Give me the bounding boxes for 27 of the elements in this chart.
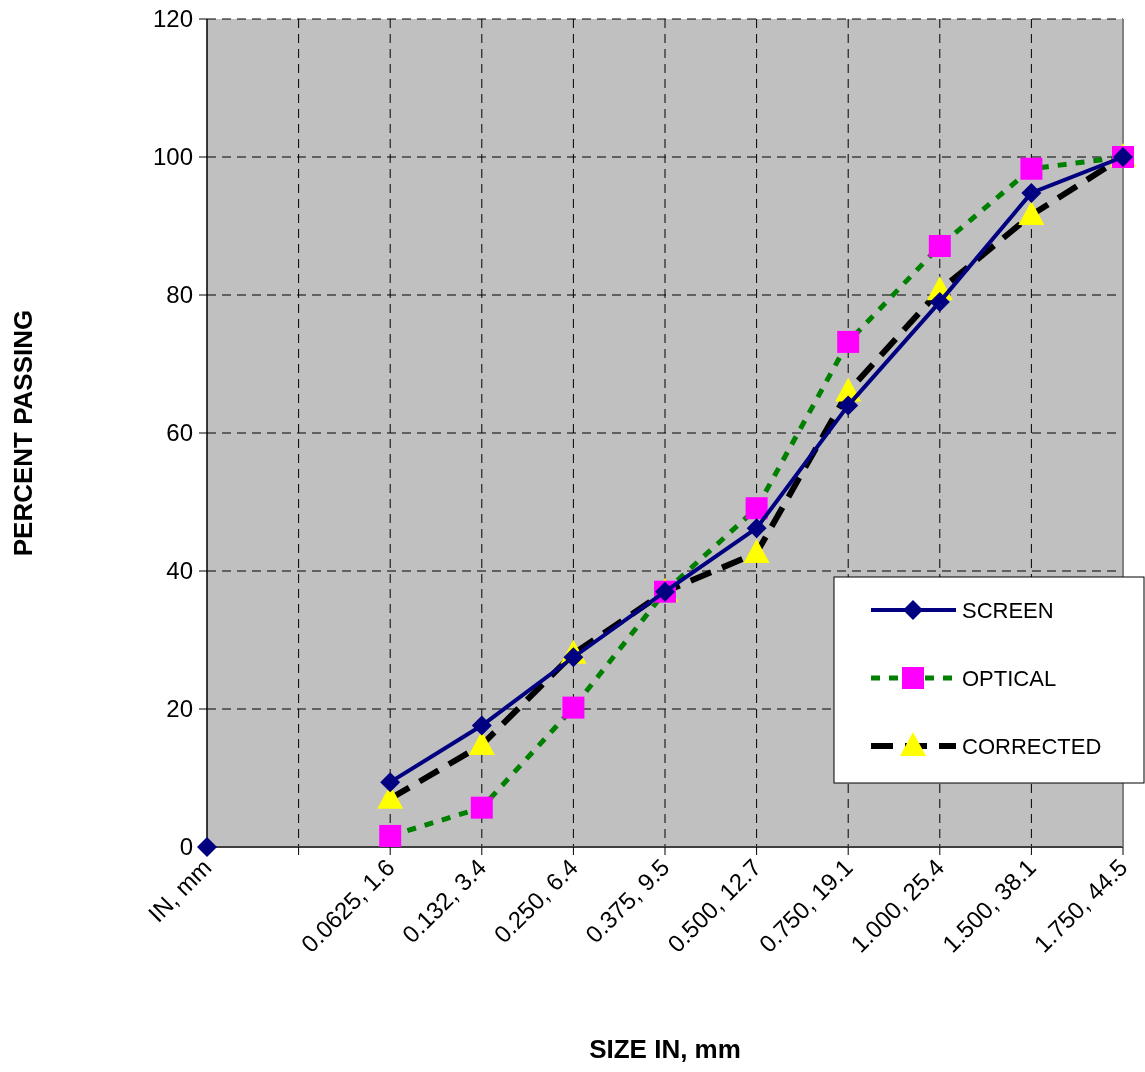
y-tick-label: 20 (166, 695, 193, 723)
point (929, 291, 950, 312)
point (379, 824, 402, 847)
point (746, 518, 767, 539)
point (928, 235, 951, 258)
x-axis-title: SIZE IN, mm (589, 1034, 741, 1064)
point (1020, 157, 1043, 180)
point (470, 796, 493, 819)
point (745, 497, 768, 520)
y-tick-label: 100 (152, 143, 193, 171)
point (562, 696, 585, 719)
y-tick-label: 80 (166, 281, 193, 309)
point (838, 395, 859, 416)
y-axis-title: PERCENT PASSING (8, 309, 38, 557)
legend-label: CORRECTED (962, 733, 1102, 759)
point (197, 837, 217, 857)
y-tick-label: 60 (166, 419, 193, 447)
y-tick-label: 40 (166, 557, 193, 585)
point (743, 539, 770, 564)
y-tick-label: 0 (179, 833, 193, 861)
legend-label: SCREEN (962, 597, 1054, 623)
point (837, 330, 860, 353)
point (1021, 182, 1042, 203)
legend-label: OPTICAL (962, 665, 1057, 691)
point (380, 772, 401, 793)
y-tick-label: 120 (152, 5, 193, 33)
point (471, 715, 492, 736)
